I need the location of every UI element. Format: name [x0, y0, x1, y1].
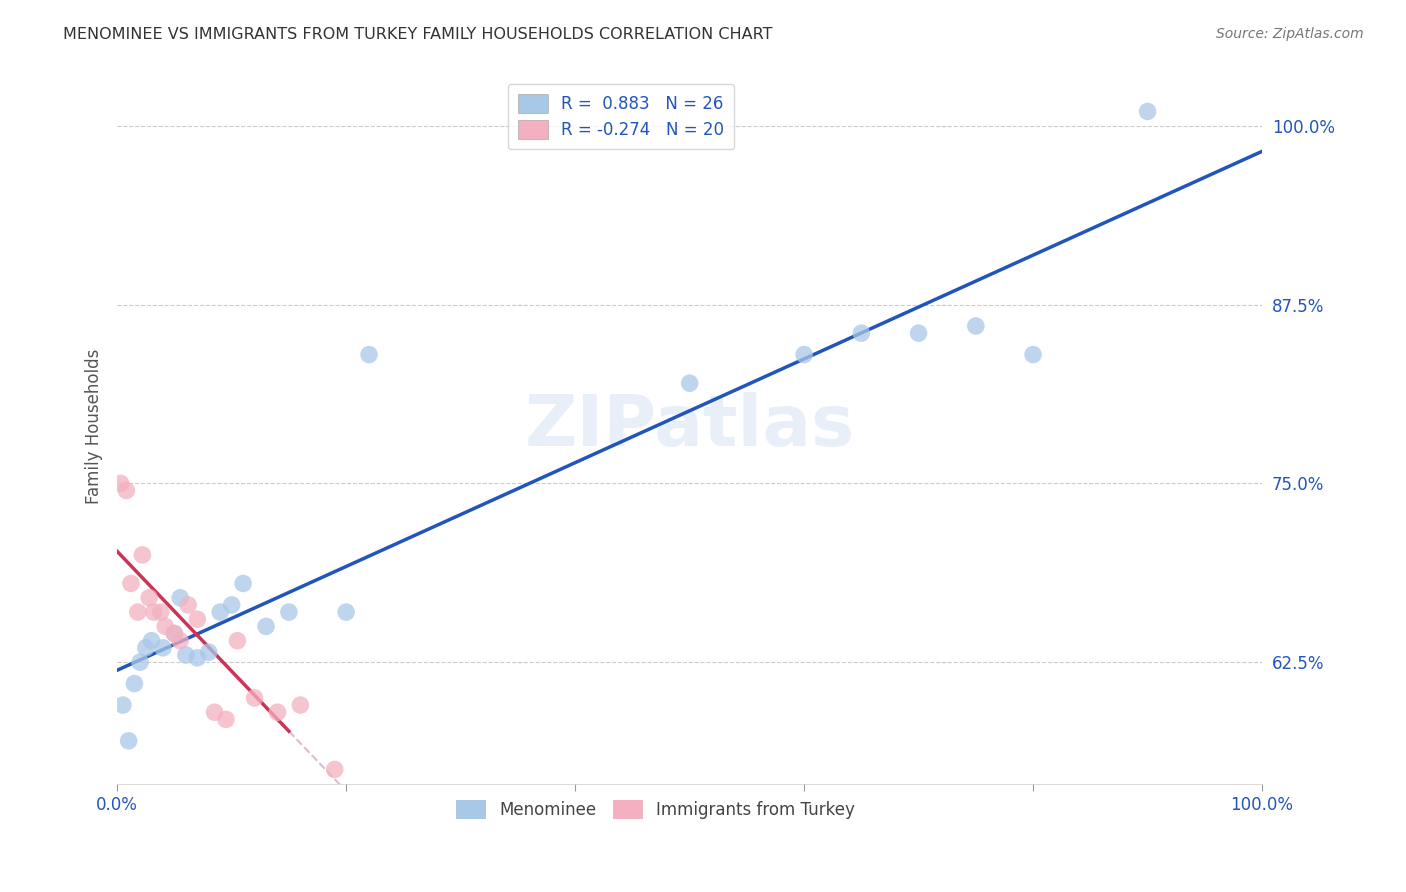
- Point: [142, 605, 165, 619]
- Point: [155, 619, 177, 633]
- Point: [335, 605, 357, 619]
- Point: [120, 576, 142, 591]
- Point: [266, 705, 288, 719]
- Point: [226, 633, 249, 648]
- Point: [149, 605, 172, 619]
- Point: [907, 326, 929, 340]
- Point: [110, 476, 132, 491]
- Point: [163, 626, 186, 640]
- Point: [204, 705, 226, 719]
- Point: [221, 598, 243, 612]
- Point: [678, 376, 700, 391]
- Point: [135, 640, 157, 655]
- Point: [965, 318, 987, 333]
- Point: [793, 348, 815, 362]
- Point: [138, 591, 160, 605]
- Point: [186, 612, 208, 626]
- Text: ZIPatlas: ZIPatlas: [524, 392, 855, 460]
- Point: [209, 605, 232, 619]
- Point: [127, 605, 149, 619]
- Point: [232, 576, 254, 591]
- Point: [174, 648, 197, 662]
- Point: [197, 645, 219, 659]
- Point: [290, 698, 312, 712]
- Point: [163, 626, 186, 640]
- Point: [141, 633, 163, 648]
- Point: [1022, 348, 1045, 362]
- Point: [169, 591, 191, 605]
- Point: [277, 605, 299, 619]
- Point: [1136, 104, 1159, 119]
- Point: [186, 651, 208, 665]
- Text: MENOMINEE VS IMMIGRANTS FROM TURKEY FAMILY HOUSEHOLDS CORRELATION CHART: MENOMINEE VS IMMIGRANTS FROM TURKEY FAMI…: [63, 27, 773, 42]
- Point: [129, 655, 152, 669]
- Point: [243, 690, 266, 705]
- Point: [115, 483, 138, 498]
- Point: [323, 763, 346, 777]
- Point: [177, 598, 200, 612]
- Point: [111, 698, 134, 712]
- Point: [131, 548, 153, 562]
- Point: [215, 712, 238, 726]
- Point: [117, 734, 139, 748]
- Y-axis label: Family Households: Family Households: [86, 349, 103, 504]
- Point: [169, 633, 191, 648]
- Point: [254, 619, 277, 633]
- Text: Source: ZipAtlas.com: Source: ZipAtlas.com: [1216, 27, 1364, 41]
- Point: [124, 676, 146, 690]
- Legend: Menominee, Immigrants from Turkey: Menominee, Immigrants from Turkey: [449, 793, 862, 825]
- Point: [152, 640, 174, 655]
- Point: [357, 348, 380, 362]
- Point: [851, 326, 873, 340]
